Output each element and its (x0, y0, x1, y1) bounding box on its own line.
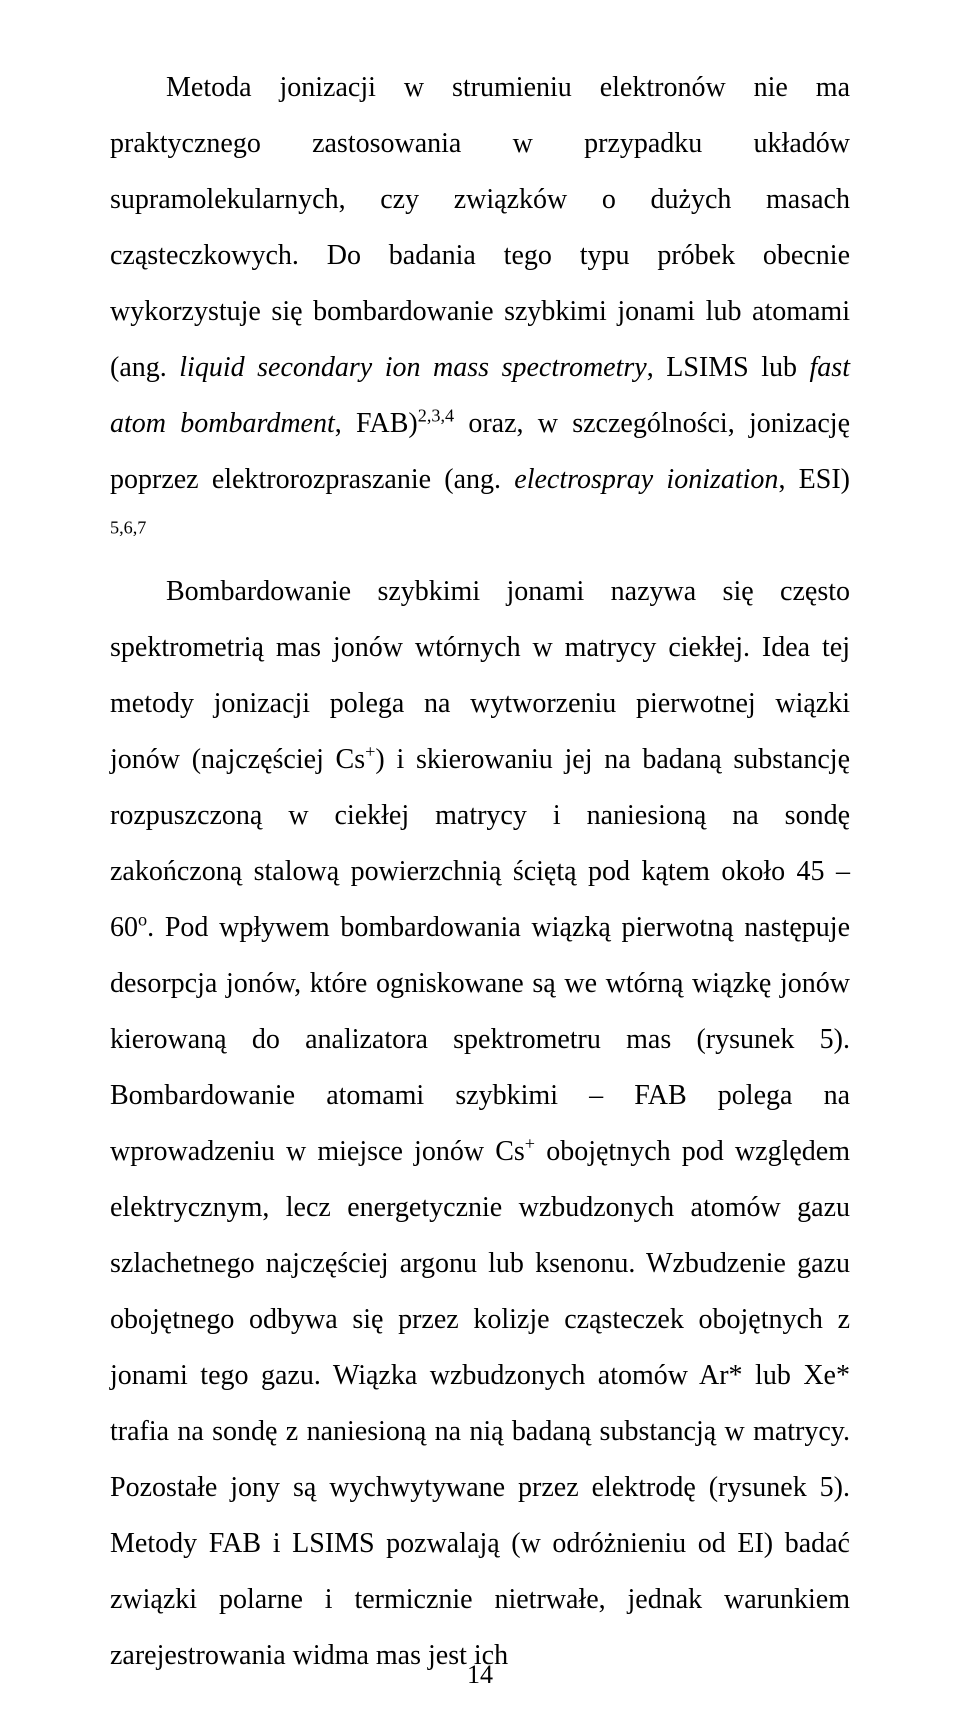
body-text: Metoda jonizacji w strumieniu elektronów… (110, 60, 850, 1684)
paragraph-1: Metoda jonizacji w strumieniu elektronów… (110, 60, 850, 564)
text-run: . Pod wpływem bombardowania wiązką pierw… (110, 912, 850, 1167)
document-page: Metoda jonizacji w strumieniu elektronów… (0, 0, 960, 1724)
superscript-charge: + (365, 742, 375, 762)
page-number: 14 (0, 1660, 960, 1690)
superscript-refs: 5,6,7 (110, 518, 146, 538)
text-run: obojętnych pod względem elektrycznym, le… (110, 1136, 850, 1671)
text-run: , FAB) (335, 408, 418, 439)
text-run: , ESI) (778, 464, 850, 495)
text-run: Metoda jonizacji w strumieniu elektronów… (110, 72, 850, 383)
text-run-italic: liquid secondary ion mass spectrometry (179, 352, 646, 383)
superscript-degree: o (138, 910, 147, 930)
paragraph-2: Bombardowanie szybkimi jonami nazywa się… (110, 564, 850, 1684)
text-run: , LSIMS lub (647, 352, 810, 383)
text-run-italic: electrospray ionization (514, 464, 778, 495)
superscript-refs: 2,3,4 (418, 406, 454, 426)
superscript-charge: + (525, 1134, 535, 1154)
